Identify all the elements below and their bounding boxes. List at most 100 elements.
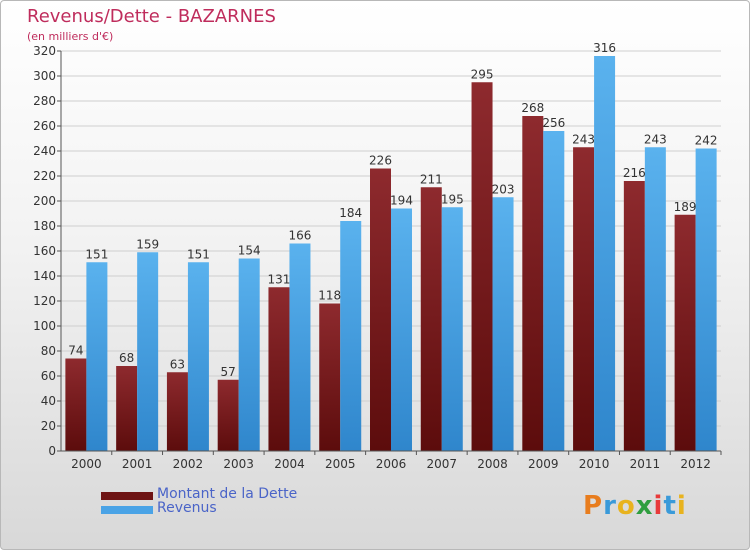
- bar-revenus: [187, 262, 209, 451]
- data-label: 316: [593, 41, 616, 55]
- bar-revenus: [289, 243, 311, 451]
- bar-dette: [522, 116, 544, 451]
- data-label: 118: [318, 289, 341, 303]
- bar-revenus: [86, 262, 108, 451]
- x-tick-label: 2009: [528, 457, 559, 471]
- bar-revenus: [543, 131, 565, 451]
- bar-dette: [573, 147, 595, 451]
- y-tick-label: 40: [41, 394, 56, 408]
- y-tick-label: 20: [41, 419, 56, 433]
- x-tick-label: 2001: [122, 457, 153, 471]
- bar-dette: [217, 379, 239, 451]
- data-label: 194: [390, 194, 413, 208]
- x-tick-label: 2000: [71, 457, 102, 471]
- x-tick-label: 2007: [426, 457, 457, 471]
- y-tick-label: 120: [33, 294, 56, 308]
- data-label: 203: [492, 182, 515, 196]
- bar-revenus: [441, 207, 463, 451]
- x-tick-label: 2004: [274, 457, 305, 471]
- legend-swatch-revenus: [101, 506, 153, 514]
- data-label: 195: [441, 192, 464, 206]
- data-label: 216: [623, 166, 646, 180]
- bar-dette: [420, 187, 442, 451]
- data-label: 189: [674, 200, 697, 214]
- y-tick-label: 140: [33, 269, 56, 283]
- y-tick-label: 240: [33, 144, 56, 158]
- bars: [65, 56, 717, 451]
- data-label: 74: [68, 344, 83, 358]
- bar-revenus: [238, 258, 260, 451]
- y-tick-label: 100: [33, 319, 56, 333]
- proxiti-logo: Proxiti: [583, 491, 687, 521]
- bar-revenus: [137, 252, 159, 451]
- bar-dette: [623, 181, 645, 451]
- y-tick-label: 220: [33, 169, 56, 183]
- axes: 0 20 40 60 80 100 120 140 160 180 200 220 240 260 280 3…: [33, 44, 722, 471]
- x-tick-label: 2002: [173, 457, 204, 471]
- y-tick-label: 0: [48, 444, 56, 458]
- chart-subtitle: (en milliers d'€): [27, 30, 114, 43]
- y-tick-label: 60: [41, 369, 56, 383]
- y-tick-label: 80: [41, 344, 56, 358]
- x-tick-label: 2012: [680, 457, 711, 471]
- y-tick-label: 160: [33, 244, 56, 258]
- data-label: 151: [187, 247, 210, 261]
- data-label: 166: [289, 229, 312, 243]
- y-tick-label: 300: [33, 69, 56, 83]
- x-tick-label: 2010: [579, 457, 610, 471]
- bar-revenus: [644, 147, 666, 451]
- data-label: 226: [369, 154, 392, 168]
- data-label: 63: [170, 357, 185, 371]
- x-tick-label: 2003: [223, 457, 254, 471]
- data-label: 151: [85, 247, 108, 261]
- x-tick-label: 2005: [325, 457, 356, 471]
- y-tick-label: 280: [33, 94, 56, 108]
- data-label: 295: [471, 67, 494, 81]
- logo-letter: i: [653, 491, 664, 521]
- data-label: 211: [420, 172, 443, 186]
- bar-dette: [166, 372, 188, 451]
- data-label: 243: [644, 132, 667, 146]
- data-label: 268: [521, 101, 544, 115]
- legend-label-dette: Montant de la Dette: [157, 486, 298, 502]
- bar-revenus: [391, 208, 412, 451]
- data-label: 131: [268, 272, 291, 286]
- y-tick-label: 260: [33, 119, 56, 133]
- data-label: 159: [136, 237, 159, 251]
- x-tick-label: 2011: [630, 457, 661, 471]
- y-tick-label: 180: [33, 219, 56, 233]
- bar-revenus: [594, 56, 616, 451]
- data-label: 57: [221, 365, 236, 379]
- bar-revenus: [695, 148, 717, 451]
- logo-letter: o: [616, 491, 636, 521]
- logo-letter: i: [676, 491, 687, 521]
- data-label: 256: [542, 116, 565, 130]
- x-tick-label: 2006: [376, 457, 407, 471]
- value-labels: 74 151 68 159 63 151 57 154 131 166 118 184 226 194 21…: [68, 41, 717, 379]
- bar-dette: [268, 287, 290, 451]
- x-tick-label: 2008: [477, 457, 508, 471]
- data-label: 184: [339, 206, 362, 220]
- bar-revenus: [340, 221, 362, 451]
- data-label: 154: [238, 244, 261, 258]
- bar-dette: [370, 168, 391, 451]
- bar-dette: [471, 82, 493, 451]
- bar-dette: [116, 366, 138, 451]
- data-label: 243: [572, 132, 595, 146]
- legend-swatch-dette: [101, 492, 153, 500]
- legend-label-revenus: Revenus: [157, 500, 217, 516]
- logo-letter: t: [663, 491, 677, 521]
- bar-dette: [674, 214, 696, 451]
- logo-letter: P: [583, 491, 604, 521]
- logo-letter: x: [635, 491, 654, 521]
- bar-revenus: [492, 197, 514, 451]
- logo-letter: r: [603, 491, 617, 521]
- bar-dette: [65, 358, 87, 451]
- bar-dette: [319, 303, 341, 451]
- data-label: 242: [695, 134, 718, 148]
- data-label: 68: [119, 351, 134, 365]
- chart-title: Revenus/Dette - BAZARNES: [27, 6, 276, 27]
- y-tick-label: 200: [33, 194, 56, 208]
